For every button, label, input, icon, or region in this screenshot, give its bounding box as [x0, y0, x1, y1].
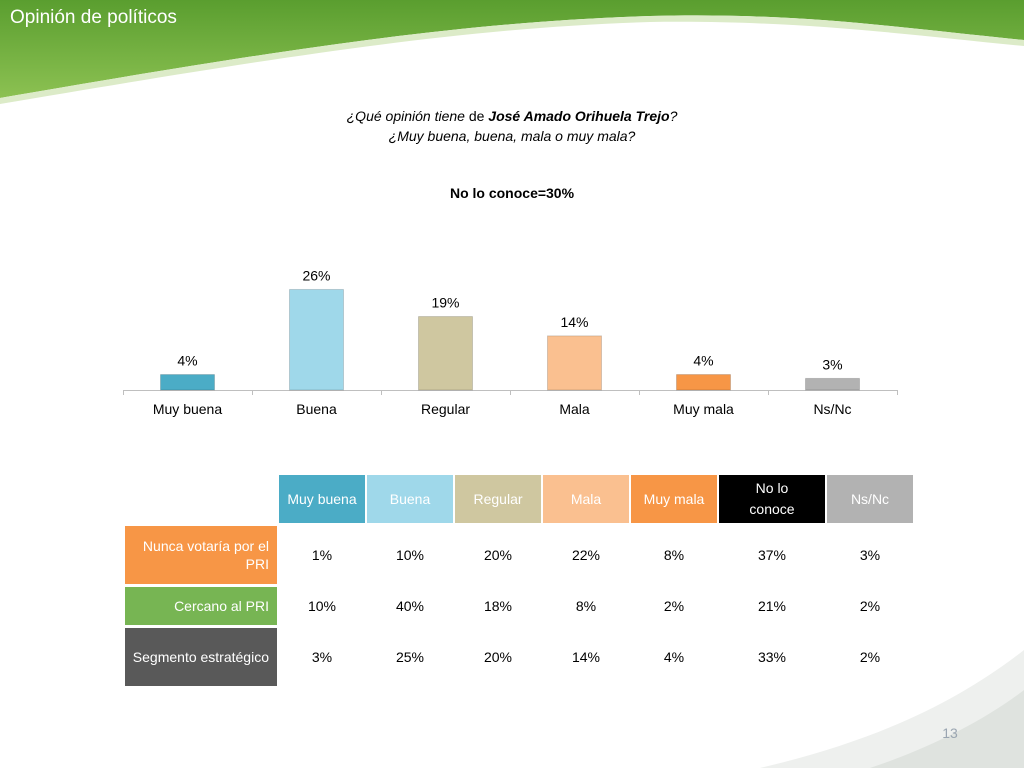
- data-label: 14%: [560, 314, 588, 330]
- row-label-cercano: Cercano al PRI: [125, 587, 277, 625]
- row-label-segmento: Segmento estratégico: [125, 628, 277, 686]
- header-mala: Mala: [543, 475, 629, 523]
- data-label: 3%: [822, 356, 842, 372]
- table-row: Cercano al PRI 10% 40% 18% 8% 2% 21% 2%: [125, 587, 913, 625]
- bar-muy-buena: [160, 374, 215, 391]
- table-corner: [125, 475, 277, 523]
- bar-regular: [418, 316, 473, 391]
- data-label: 4%: [693, 353, 713, 369]
- table-row: Nunca votaría por el PRI 1% 10% 20% 22% …: [125, 526, 913, 584]
- data-label: 4%: [177, 353, 197, 369]
- header-no-lo-conoce: No lo conoce: [719, 475, 825, 523]
- table-cell: 8%: [575, 598, 597, 614]
- table-cell: 25%: [395, 649, 425, 665]
- question-text: ¿Qué opinión tiene de José Amado Orihuel…: [0, 106, 1024, 146]
- header-buena: Buena: [367, 475, 453, 523]
- table-cell: 21%: [757, 598, 787, 614]
- slide-title: Opinión de políticos: [10, 7, 177, 28]
- table-cell: 2%: [859, 649, 881, 665]
- segment-table: Muy buena Buena Regular Mala Muy mala No…: [123, 472, 915, 689]
- question-de: de: [468, 108, 485, 124]
- table-cell: 2%: [663, 598, 685, 614]
- header-band: [0, 0, 1024, 105]
- table-cell: 20%: [483, 649, 513, 665]
- category-label: Muy mala: [673, 401, 734, 417]
- table-cell: 22%: [571, 547, 601, 563]
- table-row: Segmento estratégico 3% 25% 20% 14% 4% 3…: [125, 628, 913, 686]
- category-label: Buena: [296, 401, 337, 417]
- category-label: Regular: [421, 401, 470, 417]
- category-label: Muy buena: [153, 401, 222, 417]
- bar-ns-nc: [805, 377, 860, 391]
- category-label: Mala: [559, 401, 590, 417]
- header-ns-nc: Ns/Nc: [827, 475, 913, 523]
- table-cell: 40%: [395, 598, 425, 614]
- table-cell: 1%: [311, 547, 333, 563]
- bar-muy-mala: [676, 374, 731, 391]
- table-cell: 3%: [311, 649, 333, 665]
- table-cell: 2%: [859, 598, 881, 614]
- bar-mala: [547, 335, 602, 391]
- data-label: 19%: [431, 295, 459, 311]
- table-cell: 20%: [483, 547, 513, 563]
- chart-title: No lo conoce=30%: [449, 185, 575, 201]
- table-cell: 37%: [757, 547, 787, 563]
- header-muy-mala: Muy mala: [631, 475, 717, 523]
- table-cell: 14%: [571, 649, 601, 665]
- bar-buena: [289, 288, 344, 391]
- page-number: 13: [942, 725, 958, 741]
- row-label-nunca: Nunca votaría por el PRI: [125, 526, 277, 584]
- header-muy-buena: Muy buena: [279, 475, 365, 523]
- question-end: ?: [669, 108, 678, 124]
- table-header-row: Muy buena Buena Regular Mala Muy mala No…: [125, 475, 913, 523]
- table-cell: 3%: [859, 547, 881, 563]
- header-line: No lo: [755, 480, 789, 496]
- table-cell: 8%: [663, 547, 685, 563]
- question-line2: ¿Muy buena, buena, mala o muy mala?: [388, 128, 636, 144]
- question-part1: ¿Qué opinión tiene: [346, 108, 465, 124]
- table-cell: 18%: [483, 598, 513, 614]
- category-label: Ns/Nc: [813, 401, 851, 417]
- header-regular: Regular: [455, 475, 541, 523]
- bar-chart: 4% Muy buena 26% Buena 19% Regular 14% Mala 4% Mu…: [123, 267, 898, 417]
- politician-name: José Amado Orihuela Trejo: [488, 108, 670, 124]
- table-cell: 33%: [757, 649, 787, 665]
- table-cell: 4%: [663, 649, 685, 665]
- header-line: conoce: [749, 501, 795, 517]
- table-cell: 10%: [307, 598, 337, 614]
- table-cell: 10%: [395, 547, 425, 563]
- data-label: 26%: [302, 267, 330, 283]
